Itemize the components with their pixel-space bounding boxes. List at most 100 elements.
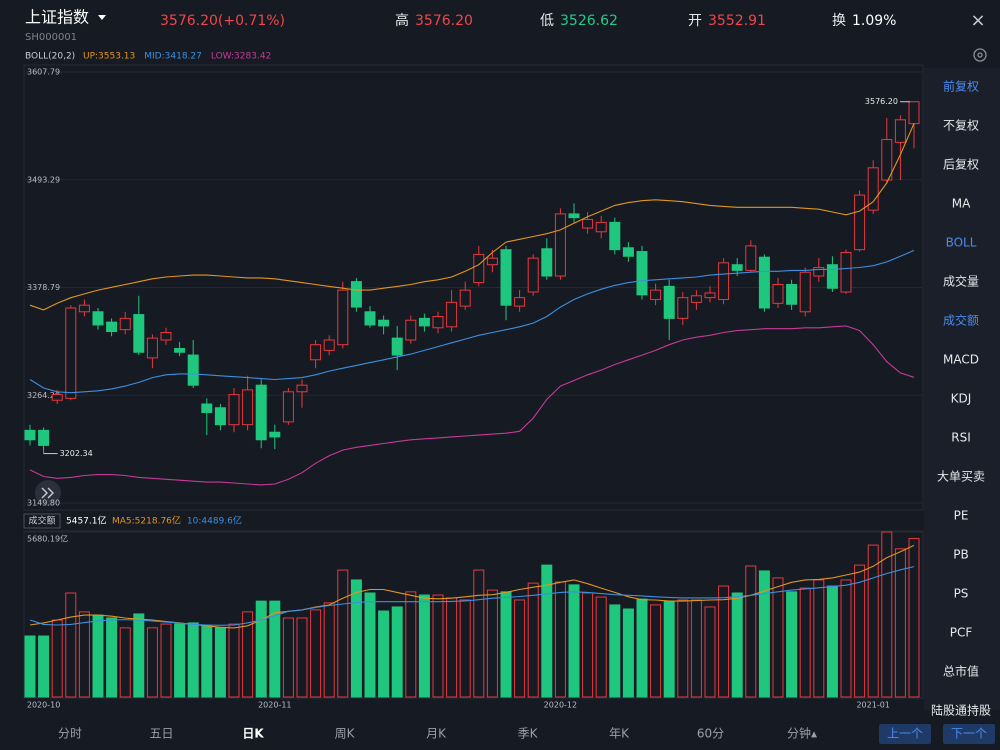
volume-bar <box>38 635 50 698</box>
candle-body <box>758 256 770 309</box>
volume-panel-frame <box>23 530 924 699</box>
bottom-tab[interactable]: 周K <box>335 727 356 741</box>
volume-bar <box>514 599 526 698</box>
volume-bar <box>146 627 158 698</box>
side-menu-item[interactable]: 成交额 <box>943 313 979 328</box>
bottom-tab[interactable]: 年K <box>609 727 630 741</box>
candle-body <box>622 247 634 257</box>
boll-line <box>29 249 915 394</box>
candle-body <box>840 251 852 293</box>
volume-bar <box>650 604 662 698</box>
y-tick-label: 3493.29 <box>27 175 60 184</box>
bottom-tab[interactable]: 五日 <box>149 727 173 741</box>
side-menu-item[interactable]: RSI <box>951 431 971 445</box>
indicator-name: BOLL(20,2) <box>25 52 75 62</box>
side-menu-item[interactable]: BOLL <box>946 236 977 250</box>
stat-label: 高 <box>395 12 409 29</box>
candle-body <box>554 213 566 277</box>
expand-icon <box>41 487 54 499</box>
y-tick-label: 3264.29 <box>27 391 60 400</box>
expand-button[interactable] <box>35 480 61 506</box>
dropdown-arrow[interactable] <box>98 15 106 20</box>
volume-bar <box>119 627 131 698</box>
y-tick-label: 3149.80 <box>27 499 60 508</box>
volume-bar <box>242 611 254 698</box>
candle-body <box>242 389 254 426</box>
candle-body <box>786 283 798 305</box>
nav-button[interactable]: 下一个 <box>951 727 987 741</box>
volume-bar <box>894 548 906 698</box>
bottom-tab[interactable]: 分钟▴ <box>787 726 817 741</box>
candle-body <box>582 219 594 229</box>
candle-body <box>255 384 267 441</box>
side-menu-item[interactable]: 大单买卖 <box>937 470 985 484</box>
stat-label: 换 <box>832 12 846 29</box>
candle-body <box>772 283 784 304</box>
volume-bar <box>840 579 852 698</box>
candle-body <box>459 289 471 307</box>
side-menu-item[interactable]: 前复权 <box>943 79 979 94</box>
bottom-tab[interactable]: 季K <box>518 727 539 741</box>
side-menu-item[interactable]: 总市值 <box>943 664 979 679</box>
candle-body <box>813 267 825 277</box>
settings-icon[interactable] <box>973 48 987 62</box>
next-button-bg[interactable] <box>943 724 995 744</box>
volume-bar <box>282 617 294 698</box>
side-menu-item[interactable]: 后复权 <box>943 158 979 172</box>
x-tick-label: 2020-10 <box>27 701 60 710</box>
bottom-tab[interactable]: 日K <box>242 727 264 741</box>
volume-bar <box>269 600 281 698</box>
volume-bar <box>881 531 893 698</box>
nav-button[interactable]: 上一个 <box>887 727 923 741</box>
bottom-tab[interactable]: 分时 <box>58 727 82 741</box>
stock-code: SH000001 <box>25 32 77 43</box>
side-menu-item[interactable]: PS <box>954 587 969 601</box>
boll-line <box>29 123 915 311</box>
side-menu-item[interactable]: 成交量 <box>943 274 979 289</box>
candle-body <box>364 311 376 326</box>
candle-body <box>92 311 104 326</box>
bottom-tab[interactable]: 60分 <box>697 727 724 741</box>
candle-body <box>65 307 77 399</box>
volume-bar <box>473 569 485 698</box>
volume-bar <box>663 600 675 698</box>
candle-body <box>541 248 553 277</box>
candle-body <box>337 289 349 346</box>
prev-button-bg[interactable] <box>879 724 931 744</box>
candle-body <box>731 264 743 271</box>
volume-bar <box>500 591 512 698</box>
volume-bar <box>364 592 376 698</box>
side-menu-item[interactable]: 陆股通持股 <box>931 703 991 718</box>
stock-name[interactable]: 上证指数 <box>25 8 89 27</box>
candle-body <box>650 289 662 301</box>
volume-bar <box>160 623 172 698</box>
candle-body <box>378 319 390 327</box>
candle-body <box>174 347 186 353</box>
side-menu-item[interactable]: 不复权 <box>943 119 979 133</box>
candle-body <box>908 101 920 125</box>
volume-bar <box>133 613 145 698</box>
volume-value: 5457.1亿 <box>66 515 107 527</box>
side-menu-item[interactable]: MACD <box>943 353 979 367</box>
volume-bar <box>78 611 90 698</box>
side-menu-item[interactable]: PCF <box>950 626 973 640</box>
side-menu-item[interactable]: PB <box>953 548 968 562</box>
candle-body <box>187 354 199 386</box>
volume-bar <box>609 604 621 698</box>
volume-bar <box>310 609 322 698</box>
volume-bar <box>568 584 580 698</box>
candle-body <box>391 337 403 356</box>
side-menu-item[interactable]: MA <box>952 197 971 211</box>
volume-bar <box>799 587 811 698</box>
close-button[interactable]: × <box>970 10 985 31</box>
side-menu-item[interactable]: KDJ <box>951 392 972 406</box>
low-annotation: 3202.34 <box>60 449 93 458</box>
side-menu-item[interactable]: PE <box>954 509 969 523</box>
stat-label: 开 <box>688 13 702 29</box>
volume-bar <box>459 599 471 698</box>
candle-body <box>663 285 675 319</box>
bottom-tab[interactable]: 月K <box>426 727 447 741</box>
volume-bar <box>201 625 213 698</box>
candle-body <box>568 213 580 219</box>
volume-bar <box>786 591 798 698</box>
